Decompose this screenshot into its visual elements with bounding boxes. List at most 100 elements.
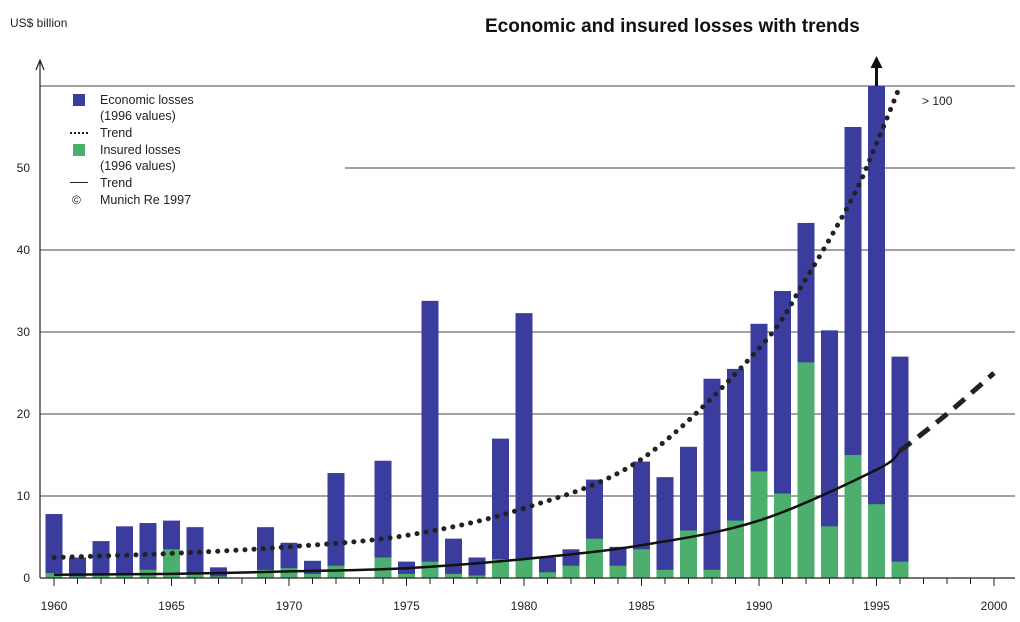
y-axis-arrow-icon <box>35 58 45 71</box>
bar-insured-1969 <box>257 569 274 578</box>
legend-dotted-line-icon <box>70 132 88 134</box>
bar-economic-1974 <box>374 460 392 578</box>
copyright-icon: © <box>72 193 81 207</box>
trend-economic-dotted <box>51 83 903 560</box>
bar-economic-1980 <box>515 313 533 578</box>
bar-insured-1961 <box>69 576 86 578</box>
bar-insured-1975 <box>398 573 415 578</box>
bar-economic-1966 <box>186 527 204 578</box>
bar-insured-1986 <box>656 569 674 578</box>
y-tick-label-10: 10 <box>17 489 31 503</box>
bar-insured-1989 <box>727 520 744 578</box>
legend-swatch-insured <box>73 144 85 156</box>
legend-item-insured: Insured losses (1996 values) <box>70 142 194 174</box>
y-tick-label-50: 50 <box>17 161 31 175</box>
bar-economic-1977 <box>445 538 462 578</box>
bar-economic-1985 <box>633 461 650 578</box>
bar-economic-1971 <box>304 560 321 578</box>
legend-item-trend-insured: Trend <box>70 175 194 191</box>
bar-economic-1993 <box>821 330 838 578</box>
bar-economic-1963 <box>116 526 133 578</box>
x-tick-label-1970: 1970 <box>276 599 303 613</box>
x-tick-label-1995: 1995 <box>863 599 890 613</box>
annotation-over-100: > 100 <box>922 94 953 108</box>
bar-insured-1960 <box>45 573 63 578</box>
legend-item-copyright: © Munich Re 1997 <box>70 192 194 208</box>
bar-insured-1978 <box>468 575 486 578</box>
bar-insured-1963 <box>116 573 133 578</box>
trend-insured-solid <box>53 449 901 576</box>
bar-economic-1964 <box>139 523 157 578</box>
legend: Economic losses (1996 values) Trend Insu… <box>70 92 194 209</box>
y-tick-label-20: 20 <box>17 407 31 421</box>
chart-title: Economic and insured losses with trends <box>485 16 860 37</box>
bar-insured-1972 <box>327 565 345 578</box>
legend-label-trend-economic: Trend <box>100 126 133 140</box>
bar-economic-1961 <box>69 557 86 578</box>
bar-insured-1980 <box>515 558 533 578</box>
y-axis-label: US$ billion <box>10 16 68 30</box>
bar-insured-1984 <box>609 565 627 578</box>
legend-label-insured: Insured losses <box>100 143 181 157</box>
bar-insured-1979 <box>492 559 509 578</box>
bar-economic-1960 <box>45 514 63 578</box>
offscale-arrow-icon <box>870 56 883 68</box>
bar-economic-1976 <box>421 300 439 578</box>
bar-insured-1993 <box>821 526 838 578</box>
bar-economic-1969 <box>257 527 274 578</box>
axes: 0 10 20 30 40 50 1960 1965 1970 1975 1980 1985 1990 1… <box>17 56 1015 613</box>
bar-economic-1962 <box>92 541 110 578</box>
bar-economic-1972 <box>327 473 345 578</box>
bar-economic-1978 <box>468 557 486 578</box>
bar-insured-1988 <box>703 569 721 578</box>
y-tick-label-30: 30 <box>17 325 31 339</box>
bar-insured-1994 <box>844 455 862 578</box>
legend-item-economic: Economic losses (1996 values) <box>70 92 194 124</box>
x-tick-label-1990: 1990 <box>746 599 773 613</box>
legend-sublabel-economic: (1996 values) <box>100 109 176 123</box>
bar-insured-1970 <box>280 568 298 578</box>
bar-insured-1965 <box>163 549 180 578</box>
bar-insured-1981 <box>539 572 556 578</box>
x-tick-label-1975: 1975 <box>393 599 420 613</box>
legend-swatch-economic <box>73 94 85 106</box>
bar-economic-1995 <box>868 86 885 578</box>
bar-insured-1971 <box>304 573 321 578</box>
y-tick-label-40: 40 <box>17 243 31 257</box>
bar-insured-1992 <box>797 362 815 578</box>
bar-insured-1996 <box>891 561 909 578</box>
legend-solid-line-icon <box>70 182 88 183</box>
bar-insured-1974 <box>374 557 392 578</box>
bar-insured-1983 <box>586 538 603 578</box>
bar-insured-1990 <box>750 471 768 578</box>
x-tick-label-2000: 2000 <box>981 599 1008 613</box>
legend-label-copyright: Munich Re 1997 <box>100 193 192 207</box>
bar-economic-1996 <box>891 356 909 578</box>
bar-insured-1991 <box>774 493 791 578</box>
bar-insured-1962 <box>92 574 110 578</box>
legend-label-economic: Economic losses <box>100 93 194 107</box>
bar-economic-1988 <box>703 378 721 578</box>
bar-insured-1995 <box>868 504 885 578</box>
bar-insured-1966 <box>186 573 204 578</box>
bar-economic-1979 <box>492 438 509 578</box>
x-tick-label-1960: 1960 <box>41 599 68 613</box>
bar-economic-1986 <box>656 477 674 578</box>
x-tick-label-1965: 1965 <box>158 599 185 613</box>
bar-insured-1987 <box>680 530 697 578</box>
bar-insured-1985 <box>633 549 650 578</box>
bars <box>45 86 909 578</box>
trend-lines <box>51 83 996 576</box>
legend-item-trend-economic: Trend <box>70 125 194 141</box>
legend-sublabel-insured: (1996 values) <box>100 159 176 173</box>
y-tick-label-0: 0 <box>23 571 30 585</box>
legend-label-trend-insured: Trend <box>100 176 133 190</box>
bar-insured-1976 <box>421 561 439 578</box>
trend-insured-dashed <box>898 371 996 453</box>
bar-insured-1967 <box>210 576 227 578</box>
x-tick-label-1980: 1980 <box>511 599 538 613</box>
bar-insured-1977 <box>445 573 462 578</box>
x-tick-label-1985: 1985 <box>628 599 655 613</box>
bar-insured-1982 <box>562 565 580 578</box>
